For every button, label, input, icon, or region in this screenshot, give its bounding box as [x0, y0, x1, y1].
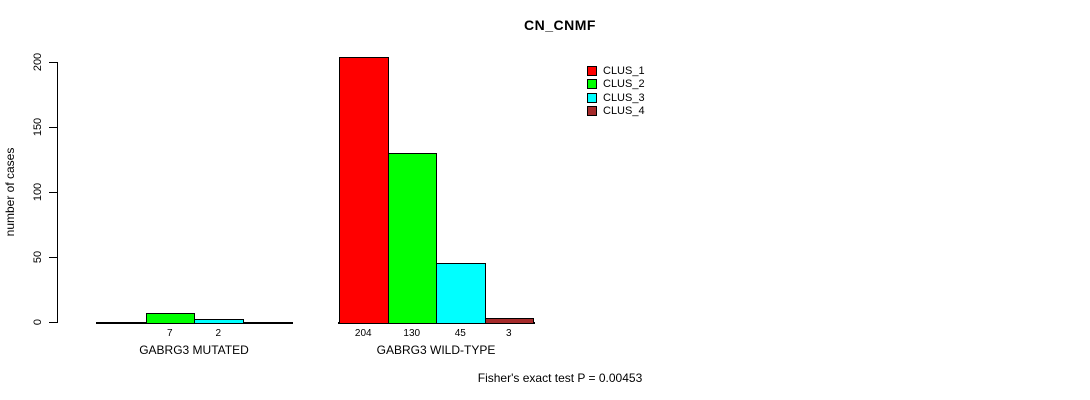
legend-label: CLUS_1	[603, 64, 645, 77]
legend-label: CLUS_4	[603, 105, 645, 117]
y-axis-title: number of cases	[3, 147, 17, 237]
bar-value-label: 7	[166, 328, 173, 339]
y-axis-line	[57, 62, 58, 323]
y-axis-tick-label: 150	[32, 117, 44, 137]
y-axis-tick	[49, 322, 57, 323]
y-axis-tick-label: 0	[32, 318, 44, 326]
legend-swatch-icon	[587, 106, 597, 116]
legend-label: CLUS_3	[603, 91, 645, 104]
y-axis-tick	[49, 192, 57, 193]
legend: CLUS_1 CLUS_2 CLUS_3 CLUS_4	[587, 64, 645, 118]
legend-row: CLUS_1	[587, 64, 645, 77]
legend-label: CLUS_2	[603, 78, 645, 90]
y-axis-tick	[49, 127, 57, 128]
bar-clus_4	[484, 318, 534, 324]
bar-value-label: 204	[354, 328, 372, 339]
bar-clus_3	[436, 263, 486, 324]
legend-row: CLUS_2	[587, 78, 645, 91]
bar-clus_2	[145, 313, 195, 324]
y-axis-tick	[49, 62, 57, 63]
bar-clus_2	[387, 153, 437, 324]
bar-value-label: 130	[403, 328, 421, 339]
group-label: GABRG3 MUTATED	[139, 343, 249, 357]
legend-swatch-icon	[587, 79, 597, 89]
legend-row: CLUS_3	[587, 91, 645, 104]
fisher-test-annotation: Fisher's exact test P = 0.00453	[477, 371, 643, 385]
y-axis-tick-label: 100	[32, 182, 44, 202]
legend-swatch-icon	[587, 92, 597, 103]
bar-value-label: 45	[454, 328, 466, 339]
group-label: GABRG3 WILD-TYPE	[376, 343, 496, 357]
y-axis-tick-label: 200	[32, 52, 44, 72]
y-axis-tick-label: 50	[32, 250, 44, 264]
bar-value-label: 3	[505, 328, 512, 339]
y-axis-tick	[49, 257, 57, 258]
bar-value-label: 2	[215, 328, 222, 339]
legend-row: CLUS_4	[587, 105, 645, 118]
chart-title: CN_CNMF	[524, 17, 596, 33]
legend-swatch-icon	[587, 65, 597, 76]
bar-clus_1	[339, 57, 389, 324]
bar-clus_3	[194, 319, 244, 324]
